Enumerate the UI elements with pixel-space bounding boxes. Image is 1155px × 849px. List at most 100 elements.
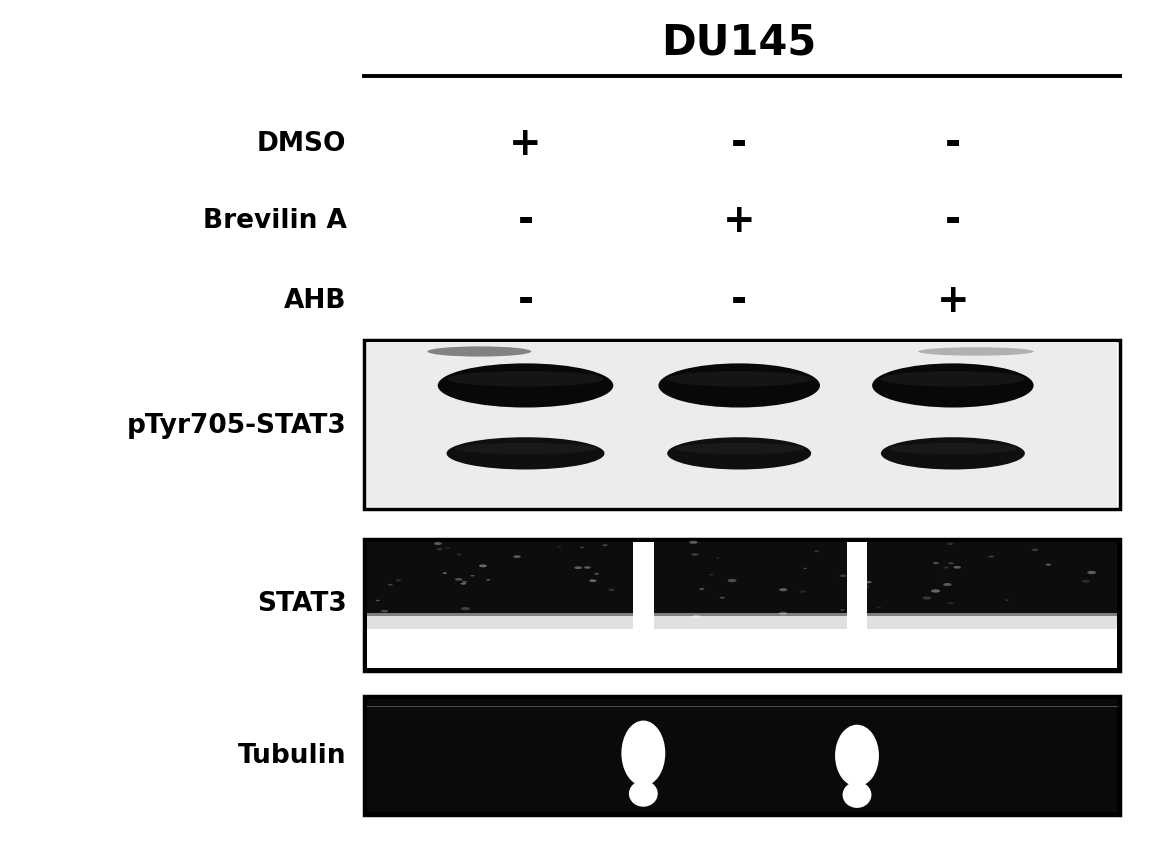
Ellipse shape <box>699 588 705 590</box>
Ellipse shape <box>948 562 954 565</box>
Ellipse shape <box>636 610 641 612</box>
Ellipse shape <box>486 579 491 581</box>
Ellipse shape <box>621 721 665 786</box>
Text: DU145: DU145 <box>662 21 817 64</box>
Ellipse shape <box>944 566 948 569</box>
Ellipse shape <box>584 566 590 569</box>
Ellipse shape <box>803 568 807 569</box>
Ellipse shape <box>720 597 725 599</box>
Ellipse shape <box>375 599 380 601</box>
Bar <box>654 616 847 668</box>
Ellipse shape <box>709 574 714 576</box>
Ellipse shape <box>557 546 561 548</box>
Text: +: + <box>723 202 755 239</box>
Ellipse shape <box>931 589 940 593</box>
Ellipse shape <box>865 581 872 583</box>
Ellipse shape <box>814 550 819 552</box>
Text: -: - <box>731 126 747 163</box>
Ellipse shape <box>847 554 852 556</box>
Ellipse shape <box>427 346 531 357</box>
Ellipse shape <box>455 578 462 581</box>
Ellipse shape <box>947 543 953 545</box>
Bar <box>364 696 1120 815</box>
Ellipse shape <box>778 611 787 615</box>
Ellipse shape <box>658 363 820 408</box>
Ellipse shape <box>1082 580 1090 582</box>
Bar <box>633 542 654 668</box>
Text: -: - <box>517 202 534 239</box>
Ellipse shape <box>437 548 442 550</box>
Ellipse shape <box>574 566 582 569</box>
Ellipse shape <box>447 371 604 386</box>
Ellipse shape <box>666 371 812 386</box>
Ellipse shape <box>609 588 614 591</box>
Ellipse shape <box>479 565 486 567</box>
Ellipse shape <box>923 596 932 599</box>
Ellipse shape <box>840 575 847 577</box>
Text: Brevilin A: Brevilin A <box>202 208 346 233</box>
Ellipse shape <box>470 575 475 576</box>
Bar <box>364 539 1120 671</box>
Ellipse shape <box>1031 548 1038 551</box>
Ellipse shape <box>434 542 442 545</box>
Ellipse shape <box>455 443 596 454</box>
Text: +: + <box>937 283 969 320</box>
Text: +: + <box>509 126 542 163</box>
Ellipse shape <box>835 725 879 786</box>
Bar <box>367 342 1117 507</box>
Ellipse shape <box>918 347 1034 356</box>
Ellipse shape <box>446 548 450 549</box>
Ellipse shape <box>877 606 881 608</box>
Bar <box>867 616 1117 668</box>
Ellipse shape <box>1087 571 1096 574</box>
Ellipse shape <box>880 371 1026 386</box>
Ellipse shape <box>728 579 737 582</box>
Ellipse shape <box>888 443 1018 454</box>
Bar <box>654 613 847 628</box>
Ellipse shape <box>589 579 596 582</box>
Text: pTyr705-STAT3: pTyr705-STAT3 <box>127 413 346 439</box>
Ellipse shape <box>989 555 994 558</box>
Bar <box>367 542 1117 668</box>
Bar <box>367 616 633 668</box>
Text: -: - <box>945 126 961 163</box>
Ellipse shape <box>513 555 521 558</box>
Ellipse shape <box>461 607 470 610</box>
Bar <box>867 613 1117 628</box>
Ellipse shape <box>457 554 462 555</box>
Text: -: - <box>945 202 961 239</box>
Ellipse shape <box>799 590 806 593</box>
Ellipse shape <box>933 562 939 565</box>
Ellipse shape <box>843 782 872 808</box>
Text: DMSO: DMSO <box>258 132 346 157</box>
Text: -: - <box>731 283 747 320</box>
Ellipse shape <box>872 363 1034 408</box>
Ellipse shape <box>603 544 608 546</box>
Ellipse shape <box>690 541 698 544</box>
Ellipse shape <box>944 583 952 586</box>
Bar <box>364 340 1120 509</box>
Ellipse shape <box>862 586 870 588</box>
Ellipse shape <box>881 437 1024 469</box>
Ellipse shape <box>691 553 699 556</box>
Ellipse shape <box>675 443 804 454</box>
Ellipse shape <box>948 602 954 604</box>
Ellipse shape <box>716 558 720 559</box>
Ellipse shape <box>953 566 961 569</box>
Bar <box>367 613 633 628</box>
Bar <box>847 542 867 668</box>
Ellipse shape <box>396 579 401 582</box>
Ellipse shape <box>628 780 658 807</box>
Text: Tubulin: Tubulin <box>238 743 346 768</box>
Ellipse shape <box>380 610 388 613</box>
Ellipse shape <box>580 547 583 548</box>
Text: AHB: AHB <box>284 289 346 314</box>
Ellipse shape <box>388 584 393 586</box>
Ellipse shape <box>595 573 599 575</box>
Ellipse shape <box>1046 564 1051 565</box>
Ellipse shape <box>692 615 700 618</box>
Ellipse shape <box>442 572 447 574</box>
Ellipse shape <box>780 588 788 591</box>
Ellipse shape <box>462 581 467 582</box>
Ellipse shape <box>461 582 467 585</box>
